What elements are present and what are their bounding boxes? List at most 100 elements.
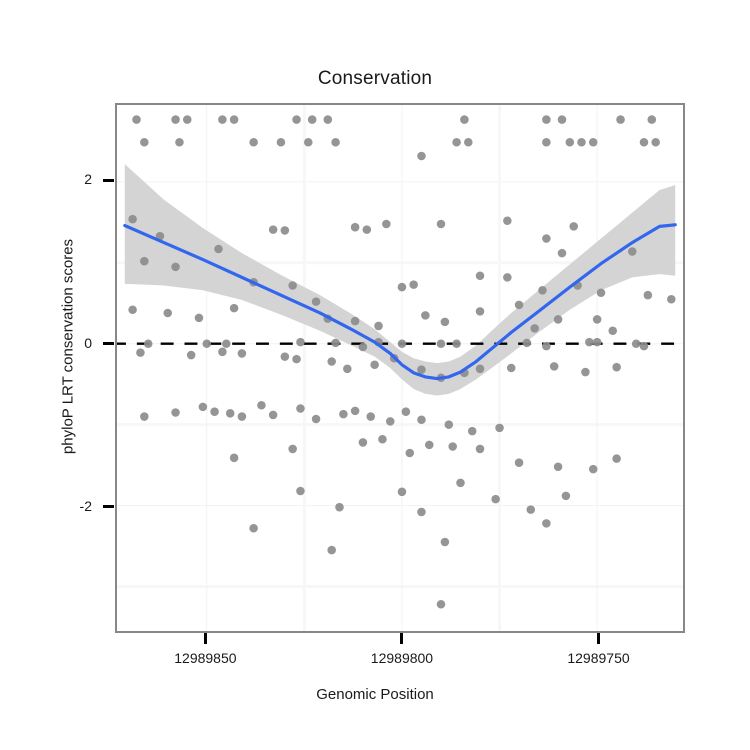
data-point [425, 440, 434, 450]
data-point [385, 417, 395, 426]
data-point [592, 337, 602, 347]
data-point [436, 600, 446, 609]
data-point [140, 256, 149, 266]
y-tick-mark [103, 505, 114, 509]
data-point [143, 339, 153, 348]
data-point [292, 354, 301, 364]
data-point [542, 234, 551, 243]
data-point [218, 347, 227, 357]
data-point [296, 404, 305, 413]
data-point [175, 137, 184, 147]
data-point [440, 317, 450, 327]
data-point [296, 337, 305, 347]
data-point [647, 115, 657, 124]
data-point [456, 478, 465, 488]
data-point [331, 137, 340, 147]
data-point [514, 300, 524, 310]
data-point [163, 308, 173, 318]
data-point [194, 313, 204, 323]
data-point [631, 339, 641, 348]
data-point [460, 115, 469, 124]
data-point [397, 282, 407, 292]
data-point [280, 352, 290, 361]
data-point [225, 409, 235, 418]
data-point [616, 115, 625, 124]
data-point [182, 115, 192, 124]
y-tick-label: 2 [84, 171, 92, 188]
y-tick-mark [103, 178, 114, 182]
data-point [596, 288, 606, 298]
data-point [577, 137, 586, 147]
data-point [452, 137, 461, 147]
data-point [542, 137, 551, 147]
data-point [128, 305, 137, 315]
confidence-band [124, 164, 676, 396]
data-point [327, 545, 336, 555]
data-point [612, 454, 621, 463]
data-point [436, 339, 446, 348]
data-point [530, 324, 539, 333]
x-tick-mark [203, 633, 207, 644]
data-point [268, 410, 278, 420]
data-point [343, 364, 352, 374]
data-point [132, 115, 141, 124]
scatter-series [128, 115, 676, 609]
data-point [612, 362, 621, 372]
data-point [237, 349, 247, 358]
data-point [229, 453, 239, 463]
data-point [171, 408, 180, 417]
x-axis-title: Genomic Position [316, 686, 434, 703]
data-point [350, 406, 360, 416]
x-tick-label: 12989800 [370, 650, 434, 666]
data-point [467, 426, 477, 436]
data-point [257, 400, 266, 410]
data-point [401, 407, 411, 416]
data-point [475, 364, 485, 374]
data-point [350, 222, 360, 232]
chart-title: Conservation [317, 68, 433, 89]
data-point [331, 338, 340, 348]
data-point [378, 434, 387, 444]
data-point [218, 115, 227, 124]
data-point [311, 414, 321, 424]
data-point [440, 537, 450, 547]
data-point [268, 225, 278, 234]
data-point [651, 137, 660, 147]
data-point [608, 326, 618, 336]
data-point [171, 115, 180, 124]
data-point [639, 341, 649, 351]
data-point [448, 442, 457, 451]
data-point [588, 464, 598, 474]
data-point [475, 307, 485, 316]
data-point [288, 281, 297, 290]
data-point [417, 415, 426, 425]
plot-area [117, 105, 683, 631]
data-point [237, 412, 247, 421]
data-point [280, 226, 290, 235]
data-point [140, 137, 149, 147]
data-point [475, 271, 485, 281]
data-point [370, 360, 379, 370]
data-point [643, 290, 653, 300]
x-tick-label: 12989750 [567, 650, 630, 666]
data-point [475, 444, 485, 454]
data-point [569, 222, 578, 231]
data-point [140, 412, 149, 421]
data-point [350, 316, 360, 326]
data-point [249, 137, 258, 147]
data-point [249, 523, 258, 533]
x-tick-label: 12989850 [174, 650, 237, 666]
data-point [186, 350, 196, 360]
data-point [417, 507, 426, 517]
data-point [557, 248, 567, 258]
x-tick-mark [400, 633, 404, 644]
data-point [542, 519, 551, 528]
data-point [198, 402, 208, 412]
data-point [405, 448, 415, 458]
data-point [417, 151, 426, 161]
data-point [553, 315, 563, 324]
data-point [565, 137, 575, 147]
data-point [303, 137, 313, 147]
data-point [202, 339, 212, 348]
